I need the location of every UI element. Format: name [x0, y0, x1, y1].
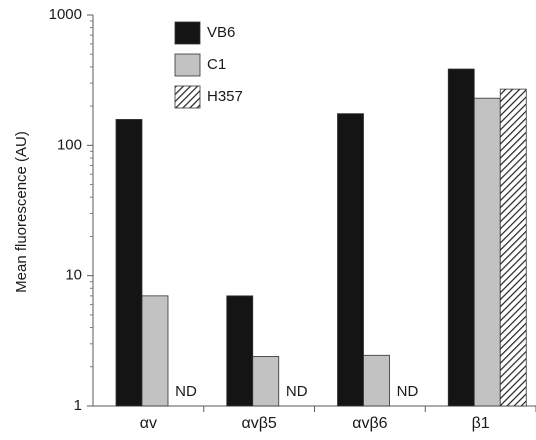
x-category-label: β1: [472, 415, 490, 432]
legend-label: C1: [207, 56, 226, 73]
nd-label: ND: [286, 383, 308, 400]
y-tick-label: 1: [74, 397, 82, 414]
nd-label: ND: [175, 383, 197, 400]
y-tick-label: 10: [65, 267, 82, 284]
bar-h357-3: [499, 88, 527, 407]
bar-c1-3: [473, 97, 501, 407]
bar-c1-2: [363, 354, 390, 407]
legend-label: H357: [207, 88, 243, 105]
legend-label: VB6: [207, 24, 235, 41]
y-tick-label: 1000: [49, 6, 82, 23]
bar-vb6-1: [226, 295, 254, 407]
bars: [115, 68, 527, 407]
bar-vb6-2: [337, 113, 364, 407]
x-category-label: αvβ6: [352, 415, 387, 432]
bar-vb6-3: [447, 68, 475, 407]
nd-annotations: ND ND ND: [175, 383, 418, 400]
legend-swatch-vb6: [174, 21, 201, 45]
bar-vb6-0: [115, 119, 143, 407]
y-tick-label: 100: [57, 136, 82, 153]
y-axis-label: Mean fluorescence (AU): [13, 131, 30, 293]
bar-c1-1: [252, 356, 280, 407]
bar-c1-0: [141, 295, 169, 407]
legend-swatch-c1: [174, 53, 201, 77]
x-category-label: αv: [140, 415, 157, 432]
nd-label: ND: [397, 383, 419, 400]
legend: VB6 C1 H357: [174, 21, 243, 109]
y-axis: 1 10 100 1000: [49, 6, 94, 414]
legend-swatch-h357: [174, 85, 201, 109]
x-axis: αv αvβ5 αvβ6 β1: [93, 405, 536, 432]
x-category-label: αvβ5: [241, 415, 276, 432]
